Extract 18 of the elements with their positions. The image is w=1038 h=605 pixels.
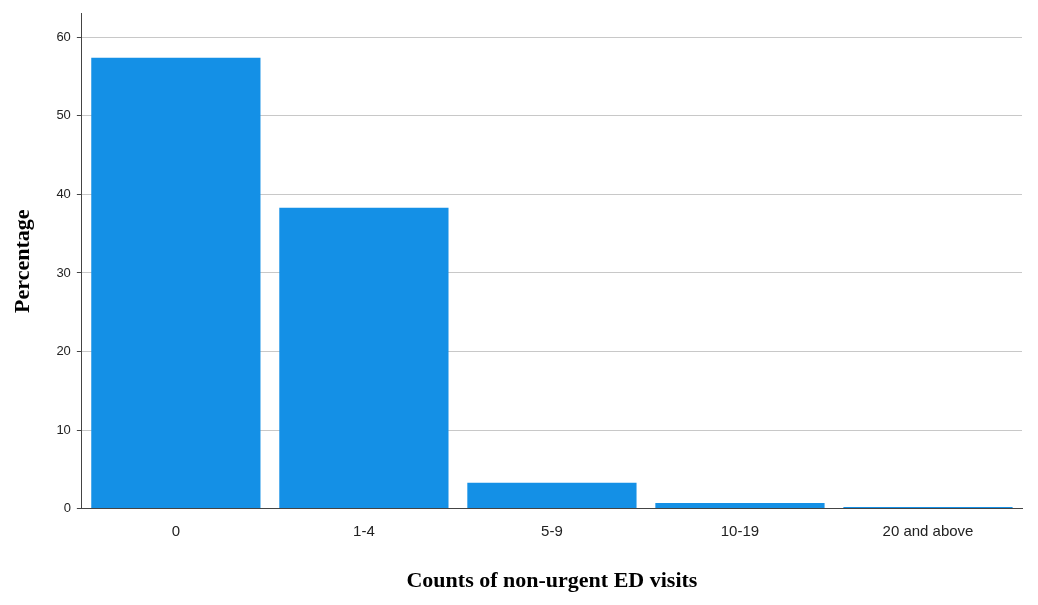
- y-tick-label: 20: [56, 343, 71, 359]
- x-tick-label: 5-9: [541, 521, 563, 539]
- bar: [655, 503, 825, 509]
- bar: [467, 482, 637, 509]
- x-tick-label: 20 and above: [882, 521, 974, 539]
- y-tick-label: 40: [56, 186, 71, 202]
- y-tick-label: 50: [56, 107, 71, 123]
- x-tick-label: 1-4: [353, 521, 375, 539]
- y-tick-label: 0: [63, 500, 71, 516]
- bar: [91, 57, 261, 509]
- x-tick-label: 0: [171, 521, 181, 539]
- y-tick-label: 30: [56, 264, 71, 280]
- bar: [279, 207, 449, 509]
- y-axis-title: Percentage: [8, 209, 34, 313]
- y-tick-label: 60: [56, 28, 71, 44]
- x-tick-label: 10-19: [720, 521, 760, 539]
- x-axis-title: Counts of non-urgent ED visits: [406, 567, 698, 593]
- y-tick-label: 10: [56, 421, 71, 437]
